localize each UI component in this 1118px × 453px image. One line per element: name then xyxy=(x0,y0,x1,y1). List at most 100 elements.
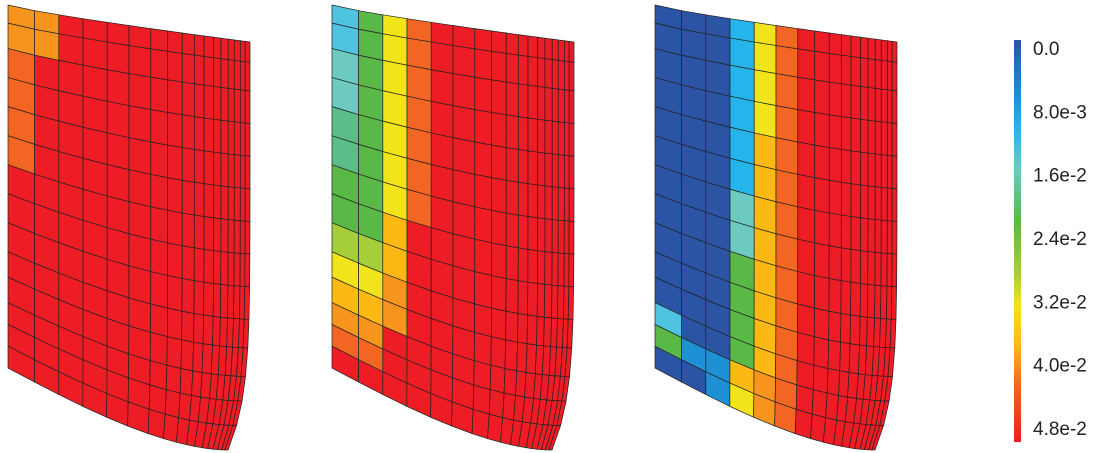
mesh-cell xyxy=(850,281,861,317)
mesh-cell xyxy=(753,164,777,203)
mesh-cell xyxy=(859,315,868,347)
mesh-cell xyxy=(544,37,553,61)
mesh-cell xyxy=(219,316,228,348)
mesh-cell xyxy=(797,28,816,52)
mesh-cell xyxy=(474,206,493,244)
mesh-cell xyxy=(886,253,893,287)
mesh-cell xyxy=(527,248,538,284)
mesh-cell xyxy=(891,220,898,255)
mesh-cell xyxy=(430,21,454,46)
mesh-cell xyxy=(544,152,553,188)
mesh-cell xyxy=(244,188,251,222)
mesh-cell xyxy=(526,314,538,346)
mesh-cell xyxy=(812,364,829,394)
mesh-cell xyxy=(828,81,842,118)
mesh-cell xyxy=(867,218,876,253)
mesh-cell xyxy=(227,59,235,90)
mesh-cell xyxy=(557,88,565,123)
mesh-cell xyxy=(880,39,888,62)
mesh-cell xyxy=(563,253,570,287)
mesh-cell xyxy=(775,105,799,143)
mesh-cell xyxy=(452,265,476,305)
mesh-cell xyxy=(220,119,229,155)
mesh-cell xyxy=(128,137,152,175)
mesh-cell xyxy=(430,164,454,203)
mesh-cell xyxy=(233,187,241,222)
mesh-cell xyxy=(150,28,169,52)
mesh-cell xyxy=(406,64,432,102)
mesh-cell xyxy=(193,83,205,119)
mesh-cell xyxy=(753,132,777,171)
mesh-cell xyxy=(505,310,519,343)
mesh-cell xyxy=(220,58,229,89)
mesh-cell xyxy=(536,315,545,347)
mesh-cell xyxy=(203,84,215,120)
mesh-cell xyxy=(474,28,493,52)
mesh-cell xyxy=(181,245,195,282)
mesh-cell xyxy=(106,132,130,171)
mesh-cell xyxy=(886,220,893,255)
mesh-cell xyxy=(705,59,731,97)
mesh-cell xyxy=(233,88,241,123)
mesh-cell xyxy=(430,195,454,235)
mesh-cell xyxy=(840,247,852,283)
mesh-cell xyxy=(181,147,195,183)
mesh-cell xyxy=(544,185,553,220)
mesh-cell xyxy=(201,343,213,375)
mesh-cell xyxy=(826,368,841,396)
mesh-cell xyxy=(505,32,519,56)
mesh-cell xyxy=(452,233,476,273)
mesh-cell xyxy=(406,37,432,71)
mesh-cell xyxy=(106,41,130,74)
mesh-cell xyxy=(233,154,241,189)
mesh-cell xyxy=(474,271,493,309)
mesh-cell xyxy=(192,341,204,373)
mesh-cell xyxy=(568,61,575,92)
mesh-cell xyxy=(212,315,221,347)
mesh-cell xyxy=(850,35,862,59)
mesh-cell xyxy=(220,218,229,253)
mesh-cell xyxy=(880,121,888,156)
mesh-cell xyxy=(568,90,575,124)
mesh-cell xyxy=(828,147,842,183)
mesh-cell xyxy=(193,181,205,217)
mesh-cell xyxy=(181,53,195,85)
mesh-cell xyxy=(491,275,507,312)
mesh-cell xyxy=(891,188,898,222)
mesh-cell xyxy=(474,303,492,338)
mesh-cell xyxy=(517,34,529,57)
mesh-cell xyxy=(179,368,194,396)
colorbar-label: 1.6e-2 xyxy=(1033,166,1087,187)
mesh-cell xyxy=(150,206,169,244)
mesh-cell xyxy=(557,60,565,91)
mesh-cell xyxy=(874,186,882,221)
mesh-cell xyxy=(874,59,882,90)
mesh-cell xyxy=(551,59,559,90)
mesh-cell xyxy=(165,364,182,394)
mesh-cell xyxy=(813,336,830,369)
mesh-cell xyxy=(544,87,553,122)
mesh-cell xyxy=(505,53,519,85)
mesh-cell xyxy=(850,248,861,284)
mesh-cell xyxy=(244,61,251,92)
mesh-cell xyxy=(150,271,169,309)
mesh-cell xyxy=(181,32,195,56)
mesh-cell xyxy=(128,233,152,273)
mesh-cell xyxy=(775,137,799,175)
mesh-cell xyxy=(891,122,898,157)
mesh-cell xyxy=(181,114,195,150)
mesh-cell xyxy=(797,109,816,146)
mesh-cell xyxy=(150,76,169,113)
mesh-cell xyxy=(850,56,862,87)
mesh-cell xyxy=(551,186,559,221)
mesh-cell xyxy=(568,188,575,222)
mesh-cell xyxy=(537,217,546,252)
mesh-cell xyxy=(874,38,882,61)
mesh-cell xyxy=(504,339,518,372)
mesh-cell xyxy=(516,341,528,373)
mesh-cell xyxy=(193,149,205,185)
colorbar-label: 3.2e-2 xyxy=(1033,292,1087,313)
mesh-cell xyxy=(880,285,888,320)
mesh-cell xyxy=(150,109,169,146)
